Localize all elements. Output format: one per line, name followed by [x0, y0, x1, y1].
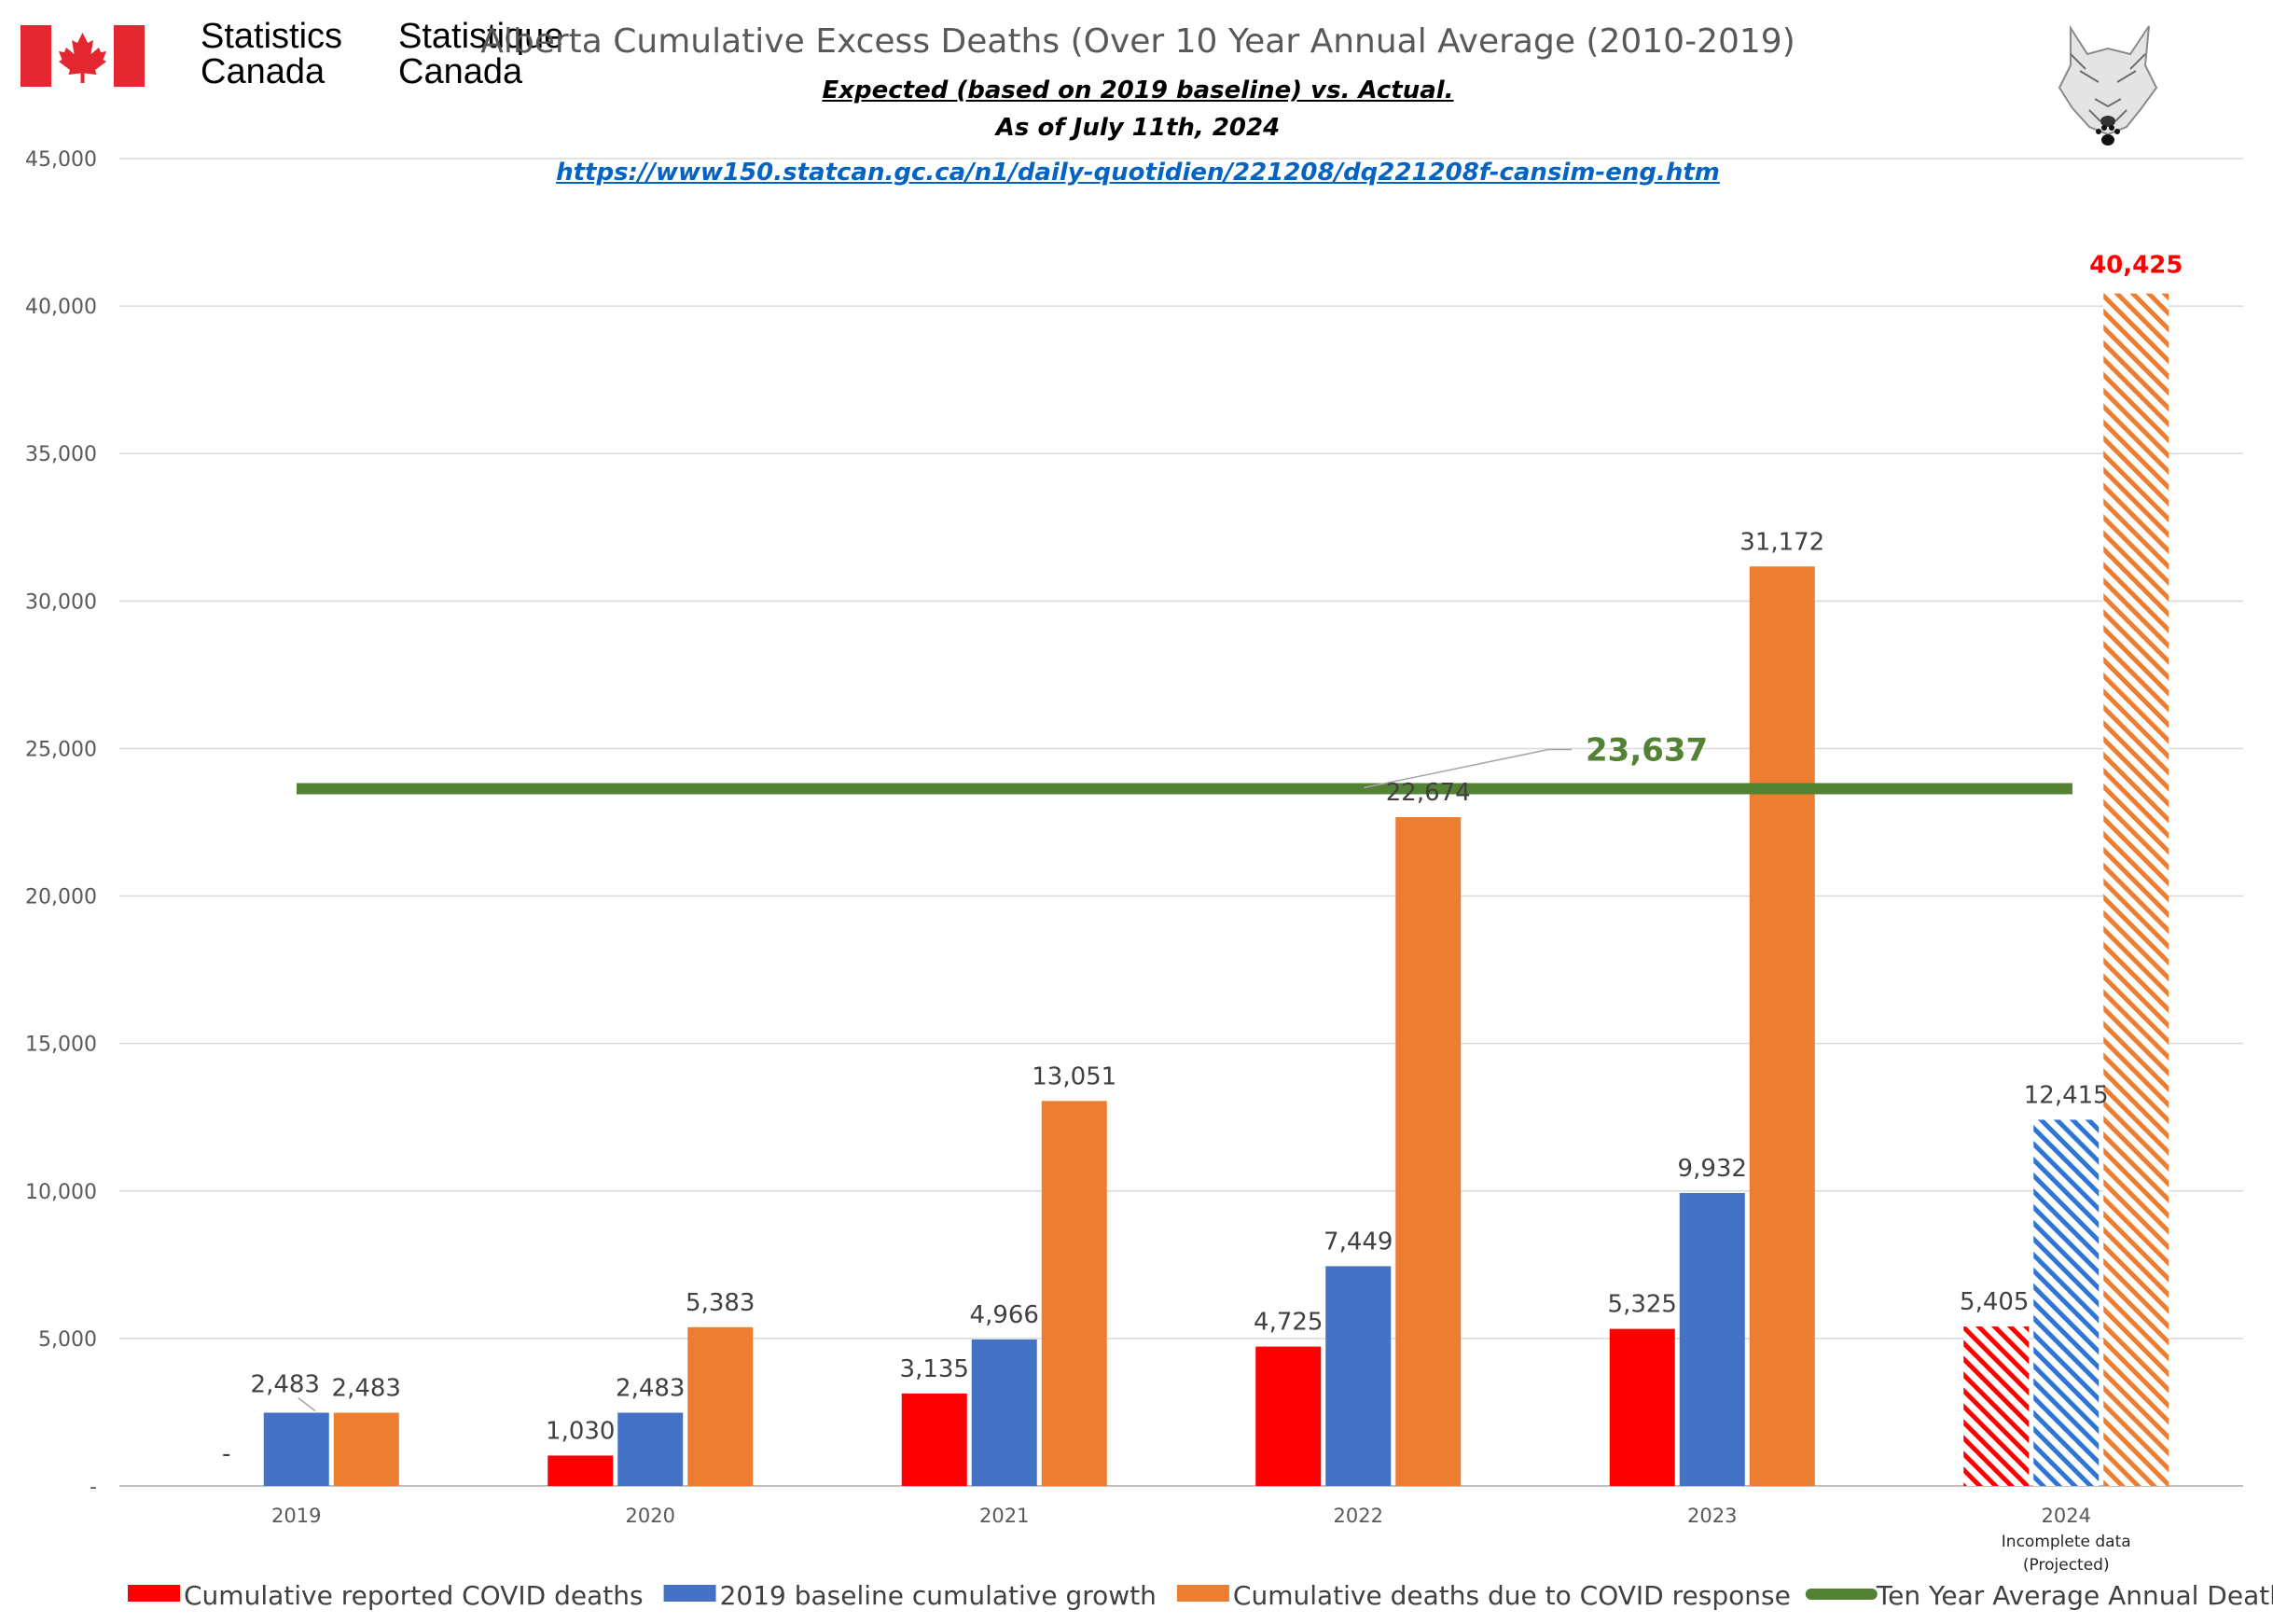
data-label: 40,425	[2089, 252, 2183, 280]
x-tick-label: 2019	[271, 1505, 321, 1527]
y-tick-label: 20,000	[25, 886, 97, 909]
gridlines	[119, 158, 2243, 1487]
org-en-line1: Statistics	[201, 17, 343, 56]
bar-covid	[901, 1393, 967, 1486]
x-tick-label: 2021	[979, 1505, 1029, 1527]
bar-baseline	[1325, 1266, 1392, 1486]
legend-label: Cumulative deaths due to COVID response	[1233, 1580, 1791, 1611]
source-link[interactable]: https://www150.statcan.gc.ca/n1/daily-qu…	[556, 159, 1720, 187]
legend-label: Cumulative reported COVID deaths	[184, 1580, 644, 1611]
org-fr-line2: Canada	[398, 52, 523, 91]
bar-baseline	[617, 1412, 684, 1486]
y-tick-label: 45,000	[25, 148, 97, 172]
bar-baseline	[1679, 1192, 1745, 1486]
data-label: 5,405	[1960, 1288, 2029, 1316]
chart-subtitle: Expected (based on 2019 baseline) vs. Ac…	[822, 76, 1454, 104]
legend: Cumulative reported COVID deaths 2019 bas…	[128, 1580, 2273, 1611]
org-en-line2: Canada	[201, 52, 326, 91]
org-name-en: Statistics Canada	[201, 19, 342, 90]
bar-response	[2103, 293, 2169, 1487]
org-name-fr: Statistique Canada	[398, 19, 563, 90]
bar-response	[1749, 566, 1815, 1486]
bar-response	[687, 1326, 754, 1486]
bar-response	[1395, 816, 1462, 1486]
bar-baseline	[971, 1339, 1037, 1486]
bars	[263, 293, 2169, 1487]
data-label: 31,172	[1739, 528, 1824, 556]
canada-flag-icon	[21, 25, 145, 87]
data-label: 4,725	[1254, 1309, 1323, 1337]
data-label: 12,415	[2024, 1081, 2109, 1109]
data-label: 2,483	[251, 1370, 320, 1398]
data-label: 5,325	[1608, 1291, 1677, 1319]
chart-date: As of July 11th, 2024	[995, 114, 1281, 142]
legend-swatch	[128, 1585, 180, 1602]
y-tick-label: 30,000	[25, 590, 97, 614]
data-label: 2,483	[616, 1374, 685, 1402]
data-label: 5,383	[686, 1289, 755, 1317]
x-axis: 2019 2020 2021 2022 2023 2024 Incomplete data (…	[271, 1505, 2131, 1575]
legend-label: Ten Year Average Annual Deaths	[1876, 1580, 2273, 1611]
legend-label: 2019 baseline cumulative growth	[720, 1580, 1157, 1611]
x-tick-label: 2020	[626, 1505, 675, 1527]
data-label: 3,135	[900, 1355, 969, 1383]
x-tick-note: Incomplete data	[2002, 1533, 2131, 1551]
reference-line-group: 23,637	[297, 732, 2072, 795]
y-tick-label: 5,000	[38, 1328, 97, 1352]
bar-baseline	[2033, 1119, 2100, 1486]
data-label: 7,449	[1324, 1228, 1393, 1256]
y-tick-label: 35,000	[25, 443, 97, 466]
x-tick-label: 2024	[2042, 1505, 2091, 1527]
chart-title: Alberta Cumulative Excess Deaths (Over 1…	[480, 22, 1795, 61]
org-fr-line1: Statistique	[398, 17, 564, 56]
data-label: 4,966	[970, 1301, 1039, 1329]
x-tick-label: 2023	[1687, 1505, 1737, 1527]
bar-covid	[1255, 1346, 1322, 1486]
wolf-logo-icon	[2058, 24, 2158, 146]
reference-line-leader	[1363, 748, 1572, 789]
data-label: 13,051	[1032, 1062, 1116, 1090]
x-tick-note: (Projected)	[2023, 1556, 2110, 1575]
bar-baseline	[263, 1412, 329, 1486]
bar-covid	[547, 1455, 614, 1486]
reference-line-label: 23,637	[1586, 732, 1708, 770]
bar-covid	[1609, 1328, 1675, 1486]
y-tick-label: 10,000	[25, 1181, 97, 1204]
y-tick-label: -	[90, 1476, 97, 1499]
bar-response	[1041, 1101, 1107, 1486]
bar-covid	[1963, 1326, 2030, 1486]
y-tick-label: 15,000	[25, 1034, 97, 1057]
data-labels: -2,483 2,4831,0302,4835,3833,1354,96613,0…	[222, 252, 2183, 1468]
y-tick-label: 25,000	[25, 738, 97, 761]
data-label: 2,483	[332, 1374, 401, 1402]
legend-swatch	[663, 1585, 716, 1602]
data-label-leader	[298, 1396, 316, 1412]
data-label: 9,932	[1678, 1155, 1747, 1183]
legend-swatch	[1176, 1585, 1229, 1602]
bar-response	[333, 1412, 399, 1486]
x-tick-label: 2022	[1334, 1505, 1383, 1527]
data-label: 1,030	[546, 1417, 615, 1445]
data-label: 22,674	[1386, 779, 1471, 807]
y-tick-label: 40,000	[25, 296, 97, 319]
data-label: -	[222, 1440, 230, 1468]
y-axis: - 5,000 10,000 15,000 20,000 25,000 30,000 35,0…	[25, 148, 97, 1499]
